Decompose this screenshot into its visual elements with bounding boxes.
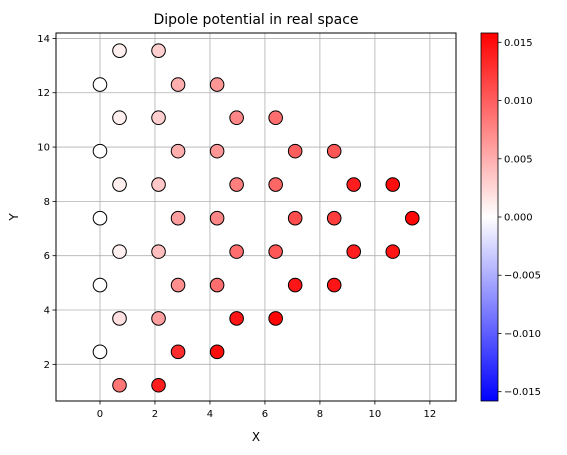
data-point [92,344,108,360]
data-point [268,177,283,192]
data-point [151,177,166,192]
data-point [151,110,166,126]
data-point [209,210,225,226]
x-tick-label: 8 [317,409,323,420]
data-point [268,244,283,259]
data-point [229,110,244,126]
data-point [385,244,401,259]
y-tick-label: 2 [44,360,50,371]
data-point [326,210,342,226]
y-axis-label: Y [7,213,21,222]
chart-title: Dipole potential in real space [153,12,358,28]
data-point [92,210,108,226]
data-point [229,244,244,259]
colorbar [480,32,499,402]
x-tick-label: 2 [152,409,158,420]
y-axis: 2 4 6 8 10 12 14 [37,34,56,371]
data-point [170,277,186,293]
x-tick-label: 12 [424,409,437,420]
data-point [209,77,225,92]
data-point [92,277,108,293]
y-tick-label: 4 [44,306,50,317]
data-point [268,311,283,326]
data-point [151,311,166,326]
data-point [209,344,225,360]
data-point [287,143,303,159]
y-tick-label: 8 [44,197,50,208]
data-point [404,210,420,226]
data-point [229,311,244,326]
data-point [151,377,166,393]
data-point [112,377,127,393]
grid [56,33,456,401]
colorbar-tick-label: 0.000 [504,213,533,224]
x-axis: 0 2 4 6 8 10 12 [97,401,436,420]
colorbar-ticks: −0.015 −0.010 −0.005 0.000 0.005 0.010 0.015 [498,38,541,398]
plot-frame [55,32,457,402]
data-point [385,177,401,192]
data-point [170,77,186,92]
y-tick-label: 12 [37,88,50,99]
data-point [209,143,225,159]
colorbar-tick-label: 0.005 [504,154,533,165]
colorbar-tick-label: −0.010 [504,329,541,340]
y-tick-label: 6 [44,251,50,262]
data-point [268,110,283,126]
colorbar-tick-label: −0.005 [504,271,541,282]
x-tick-label: 4 [207,409,213,420]
data-point [287,277,303,293]
x-tick-label: 0 [97,409,103,420]
colorbar-tick-label: 0.010 [504,96,533,107]
data-point [326,143,342,159]
x-tick-label: 10 [369,409,382,420]
data-point [92,143,108,159]
data-point [287,210,303,226]
data-point [112,177,127,192]
data-point [151,244,166,259]
x-axis-label: X [252,430,260,444]
data-point [346,244,362,259]
data-point [229,177,244,192]
data-point [112,311,127,326]
data-points [92,43,420,393]
colorbar-tick-label: −0.015 [504,387,541,398]
data-point [112,43,127,58]
data-point [170,143,186,159]
x-tick-label: 6 [262,409,268,420]
data-point [92,77,108,92]
y-tick-label: 14 [37,34,50,45]
y-tick-label: 10 [37,143,50,154]
colorbar-tick-label: 0.015 [504,38,533,49]
data-point [346,177,362,192]
data-point [112,244,127,259]
data-point [170,210,186,226]
data-point [112,110,127,126]
data-point [209,277,225,293]
data-point [326,277,342,293]
data-point [151,43,166,58]
data-point [170,344,186,360]
